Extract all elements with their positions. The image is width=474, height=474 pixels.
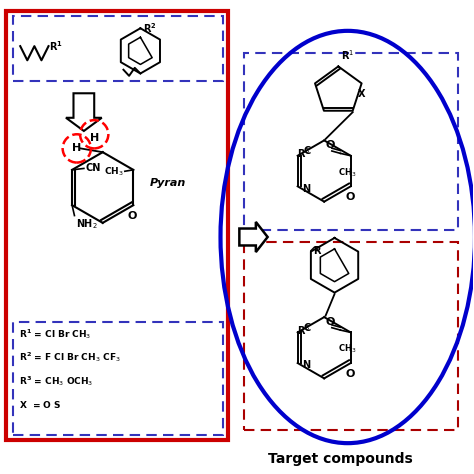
Text: CH$_3$: CH$_3$ bbox=[337, 343, 356, 356]
Text: $\mathbf{R^3}$ = CH$_3$ OCH$_3$: $\mathbf{R^3}$ = CH$_3$ OCH$_3$ bbox=[19, 374, 94, 388]
Bar bbox=[244, 242, 458, 430]
Text: H: H bbox=[90, 133, 99, 143]
Bar bbox=[6, 11, 228, 439]
Text: O: O bbox=[345, 369, 355, 379]
Bar bbox=[244, 53, 458, 230]
Text: X: X bbox=[358, 89, 365, 99]
Text: O: O bbox=[345, 192, 355, 202]
Text: N: N bbox=[302, 184, 310, 194]
Text: Target compounds: Target compounds bbox=[268, 452, 413, 466]
Polygon shape bbox=[66, 93, 102, 131]
Text: H: H bbox=[72, 144, 82, 154]
Bar bbox=[13, 16, 223, 82]
Text: C: C bbox=[303, 323, 310, 333]
Text: N: N bbox=[302, 360, 310, 370]
Text: O: O bbox=[128, 211, 137, 221]
Text: CH$_3$: CH$_3$ bbox=[104, 165, 124, 178]
Text: C: C bbox=[303, 146, 310, 156]
Text: R: R bbox=[313, 246, 321, 255]
Text: R$^3$: R$^3$ bbox=[297, 146, 310, 160]
Polygon shape bbox=[239, 222, 268, 252]
Bar bbox=[13, 322, 223, 435]
Text: $\mathbf{R^2}$ = F Cl Br CH$_3$ CF$_3$: $\mathbf{R^2}$ = F Cl Br CH$_3$ CF$_3$ bbox=[19, 350, 121, 364]
Text: $\mathbf{R^1}$: $\mathbf{R^1}$ bbox=[49, 39, 64, 53]
Text: R$^3$: R$^3$ bbox=[297, 323, 310, 337]
Text: O: O bbox=[325, 140, 335, 150]
Text: R$^1$: R$^1$ bbox=[341, 48, 354, 62]
Text: $\mathbf{X}$  = O S: $\mathbf{X}$ = O S bbox=[19, 399, 62, 410]
Text: CH$_3$: CH$_3$ bbox=[337, 166, 356, 179]
Text: CN: CN bbox=[85, 164, 100, 173]
Text: $\mathbf{R^2}$: $\mathbf{R^2}$ bbox=[143, 21, 156, 35]
Text: Pyran: Pyran bbox=[150, 178, 186, 188]
Text: O: O bbox=[325, 317, 335, 327]
Text: $\mathbf{R^1}$ = Cl Br CH$_3$: $\mathbf{R^1}$ = Cl Br CH$_3$ bbox=[19, 327, 91, 340]
Text: NH$_2$: NH$_2$ bbox=[76, 217, 98, 231]
